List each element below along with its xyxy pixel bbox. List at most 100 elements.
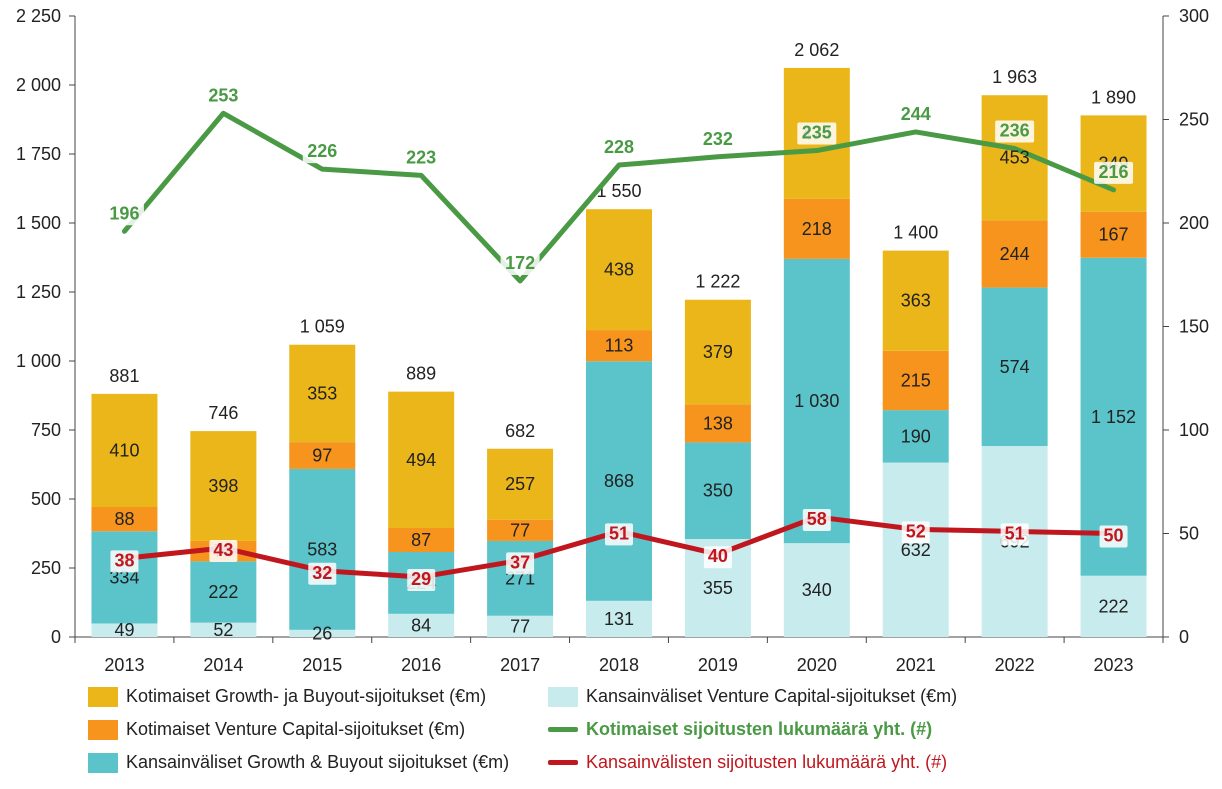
bar-intl-growth-buyout: [289, 468, 356, 630]
line-domestic-count: [121, 110, 1117, 284]
bar-value-label: 355: [703, 578, 733, 598]
y-left-tick-label: 1 000: [16, 351, 61, 371]
point-label-bg: [605, 523, 633, 546]
bar-intl-growth-buyout: [586, 361, 652, 601]
point-label-bg: [802, 508, 831, 531]
bar-value-label: 438: [604, 260, 634, 280]
bar-domestic-growth-buyout: [882, 250, 949, 351]
y-left-tick-label: 1 250: [16, 282, 61, 302]
bar-domestic-growth-buyout: [289, 344, 356, 443]
line-point-label: 236: [1000, 120, 1030, 140]
line-point-label: 50: [1104, 526, 1124, 546]
bar-value-label: 49: [114, 620, 134, 640]
line-point-label: 29: [411, 569, 431, 589]
bar-intl-vc: [487, 615, 554, 637]
line-point-label: 226: [307, 141, 337, 161]
bar-domestic-vc: [783, 198, 850, 259]
bar-intl-vc: [586, 600, 652, 637]
bar-total-label: 1 550: [596, 181, 641, 201]
point-label-bg: [698, 128, 738, 151]
x-tick-label: 2023: [1094, 655, 1134, 675]
point-label-bg: [110, 550, 139, 573]
bar-domestic-vc: [684, 404, 751, 443]
y-right-tick-label: 300: [1179, 6, 1209, 26]
bar-intl-vc: [783, 543, 850, 637]
bar-value-label: 574: [1000, 357, 1030, 377]
y-left-tick-label: 2 000: [16, 75, 61, 95]
bar-intl-vc: [91, 623, 158, 637]
point-label-bg: [500, 252, 540, 275]
line-point-label: 38: [114, 550, 134, 570]
y-left-tick-label: 2 250: [16, 6, 61, 26]
line-point-label: 37: [510, 552, 530, 572]
bar-total-label: 1 222: [695, 272, 740, 292]
line-point-label: 223: [406, 147, 436, 167]
y-right-tick-label: 250: [1179, 110, 1209, 130]
line-point-label: 172: [505, 253, 535, 273]
point-label-bg: [308, 562, 337, 585]
y-left-tick-label: 0: [51, 627, 61, 647]
bar-domestic-vc: [981, 220, 1048, 288]
bar-domestic-vc: [388, 527, 455, 552]
bar-value-label: 1 030: [794, 391, 839, 411]
bar-value-label: 363: [901, 291, 931, 311]
line-point-label: 40: [708, 546, 728, 566]
bar-domestic-growth-buyout: [586, 209, 652, 331]
x-tick-label: 2018: [599, 655, 639, 675]
x-tick-label: 2013: [104, 655, 144, 675]
x-tick-label: 2020: [797, 655, 837, 675]
point-label-bg: [506, 552, 535, 575]
bar-domestic-vc: [586, 330, 652, 362]
bar-value-label: 222: [1099, 596, 1129, 616]
y-right-tick-label: 150: [1179, 317, 1209, 337]
point-label-bg: [1094, 161, 1134, 184]
line-point-label: 51: [1005, 523, 1025, 543]
bar-value-label: 131: [604, 609, 634, 629]
x-tick-label: 2022: [995, 655, 1035, 675]
point-label-bg: [1000, 523, 1029, 546]
point-label-bg: [407, 568, 436, 591]
line-point-label: 43: [213, 540, 233, 560]
bar-intl-vc: [882, 462, 949, 637]
line-point-label: 32: [312, 563, 332, 583]
line-point-label: 196: [109, 203, 139, 223]
bar-value-label: 350: [703, 481, 733, 501]
line-point-label: 244: [901, 104, 931, 124]
bar-value-label: 218: [802, 219, 832, 239]
bar-value-label: 353: [307, 383, 337, 403]
bar-value-label: 398: [208, 476, 238, 496]
bar-domestic-vc: [1080, 211, 1147, 258]
y-right-tick-label: 200: [1179, 213, 1209, 233]
line-point-label: 253: [208, 85, 238, 105]
bar-intl-vc: [289, 629, 356, 637]
bar-value-label: 494: [406, 450, 436, 470]
line-point-label: 52: [906, 521, 926, 541]
bar-total-label: 682: [505, 421, 535, 441]
y-left-tick-label: 750: [31, 420, 61, 440]
x-tick-label: 2014: [203, 655, 243, 675]
bar-value-label: 215: [901, 370, 931, 390]
x-tick-label: 2016: [401, 655, 441, 675]
bar-value-label: 1 152: [1091, 407, 1136, 427]
bar-domestic-growth-buyout: [684, 299, 751, 405]
line-point-label: 58: [807, 509, 827, 529]
bar-value-label: 84: [411, 615, 431, 635]
y-right-tick-label: 50: [1179, 524, 1199, 544]
bar-value-label: 257: [505, 474, 535, 494]
bar-domestic-vc: [487, 519, 554, 541]
y-left-tick-label: 1 500: [16, 213, 61, 233]
bar-value-label: 26: [312, 623, 332, 643]
x-tick-label: 2019: [698, 655, 738, 675]
bar-total-label: 1 963: [992, 67, 1037, 87]
bar-value-label: 868: [604, 471, 634, 491]
bar-value-label: 334: [109, 567, 139, 587]
bar-intl-growth-buyout: [783, 258, 850, 544]
bar-total-label: 1 400: [893, 223, 938, 243]
bar-domestic-vc: [91, 507, 158, 532]
bar-intl-vc: [190, 622, 257, 637]
bar-total-label: 2 062: [794, 40, 839, 60]
bar-value-label: 583: [307, 539, 337, 559]
y-left-tick-label: 1 750: [16, 144, 61, 164]
bar-domestic-vc: [882, 350, 949, 411]
